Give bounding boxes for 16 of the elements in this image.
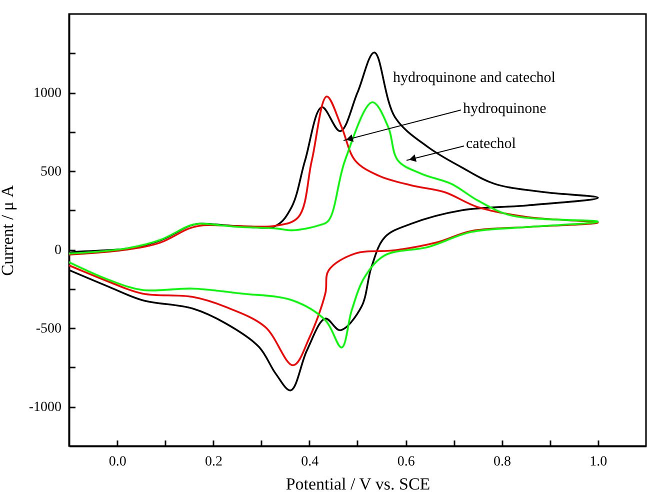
annotation: catechol [466, 136, 516, 152]
annotation: hydroquinone and catechol [393, 70, 556, 86]
x-tick-label: 0.8 [494, 454, 511, 470]
x-tick-label: 0.4 [301, 454, 319, 470]
x-tick-label: 0.2 [205, 454, 222, 470]
y-tick-label: 1000 [34, 86, 62, 102]
y-tick-label: -1000 [28, 400, 62, 416]
x-axis-title: Potential / V vs. SCE [286, 474, 430, 494]
y-axis-title: Current / μ A [0, 184, 17, 276]
annotation: hydroquinone [463, 101, 547, 117]
y-tick-label: 500 [40, 164, 62, 180]
x-tick-label: 0.0 [108, 454, 126, 470]
x-tick-label: 1.0 [590, 454, 608, 470]
y-tick-label: -500 [36, 322, 62, 337]
x-tick-label: 0.6 [397, 454, 415, 470]
y-tick-label: 0 [54, 243, 62, 258]
